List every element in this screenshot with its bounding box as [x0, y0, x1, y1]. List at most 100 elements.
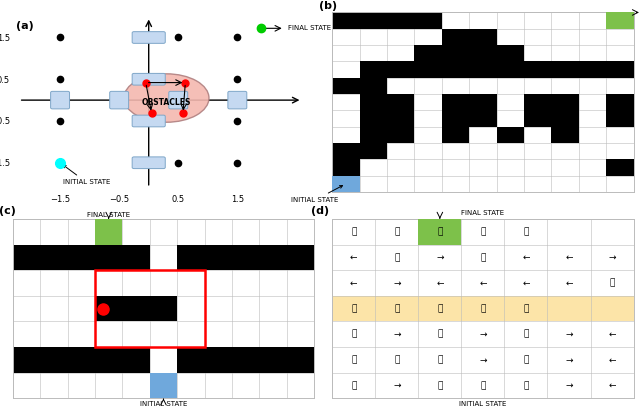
Bar	[232, 347, 259, 373]
Bar	[150, 296, 177, 322]
Text: 🚌: 🚌	[351, 330, 356, 339]
Text: 🚗: 🚗	[609, 278, 615, 288]
Text: 🚌: 🚌	[524, 355, 529, 364]
Bar	[387, 61, 415, 78]
Bar	[419, 219, 461, 244]
Bar	[552, 110, 579, 127]
Text: ←: ←	[350, 253, 358, 262]
Text: 🏠: 🏠	[524, 304, 529, 313]
Text: INITIAL STATE: INITIAL STATE	[63, 165, 111, 186]
Bar	[387, 110, 415, 127]
Bar	[68, 244, 95, 270]
Text: 🚌: 🚌	[524, 330, 529, 339]
Text: →: →	[565, 330, 573, 339]
Text: ←: ←	[522, 278, 530, 288]
Bar	[150, 373, 177, 398]
Bar	[360, 110, 387, 127]
Text: 🏠: 🏠	[480, 381, 486, 390]
Text: ←: ←	[565, 278, 573, 288]
Text: →: →	[565, 355, 573, 364]
Text: →: →	[393, 330, 401, 339]
Text: (c): (c)	[0, 206, 16, 216]
Text: ←: ←	[479, 278, 486, 288]
Bar	[259, 347, 287, 373]
Bar	[524, 110, 552, 127]
Bar	[360, 94, 387, 110]
FancyBboxPatch shape	[132, 73, 165, 85]
Bar	[387, 94, 415, 110]
Bar	[415, 12, 442, 29]
Text: 🏢: 🏢	[480, 304, 486, 313]
FancyBboxPatch shape	[228, 91, 247, 109]
Text: →: →	[609, 253, 616, 262]
Text: →: →	[479, 355, 486, 364]
Bar	[387, 12, 415, 29]
Bar	[332, 176, 360, 192]
Text: INITIAL STATE: INITIAL STATE	[460, 401, 507, 407]
Text: 🏠: 🏠	[480, 227, 486, 236]
Bar	[360, 61, 387, 78]
Bar	[95, 244, 122, 270]
Text: 🏘: 🏘	[394, 304, 399, 313]
Bar	[360, 78, 387, 94]
Bar	[95, 347, 122, 373]
Text: (b): (b)	[319, 1, 337, 11]
Bar	[332, 296, 634, 322]
Text: ←: ←	[565, 253, 573, 262]
Bar	[442, 110, 469, 127]
Bar	[232, 244, 259, 270]
Bar	[415, 61, 442, 78]
Bar	[95, 296, 122, 322]
Text: INITIAL STATE: INITIAL STATE	[140, 401, 187, 407]
Text: →: →	[393, 381, 401, 390]
Bar	[469, 45, 497, 61]
FancyBboxPatch shape	[169, 91, 188, 109]
Text: 🏢: 🏢	[437, 227, 442, 236]
Bar	[606, 110, 634, 127]
Bar	[40, 347, 68, 373]
Bar	[606, 61, 634, 78]
Text: 🚚: 🚚	[394, 253, 399, 262]
Text: →: →	[436, 253, 444, 262]
FancyBboxPatch shape	[132, 115, 165, 127]
Bar	[360, 12, 387, 29]
Bar	[332, 78, 360, 94]
Bar	[442, 45, 469, 61]
Text: FINAL STATE: FINAL STATE	[87, 212, 131, 217]
Text: 🏘: 🏘	[394, 227, 399, 236]
Bar	[442, 61, 469, 78]
Bar	[332, 12, 360, 29]
Text: 🚌: 🚌	[351, 381, 356, 390]
Text: 🚌: 🚌	[437, 381, 442, 390]
Bar	[579, 61, 606, 78]
Bar	[497, 127, 524, 143]
Text: 🚌: 🚌	[437, 355, 442, 364]
Text: 🚚: 🚚	[480, 253, 486, 262]
Bar	[122, 296, 150, 322]
Bar	[606, 12, 634, 29]
Bar	[469, 110, 497, 127]
Bar	[68, 347, 95, 373]
FancyBboxPatch shape	[109, 91, 129, 109]
Text: →: →	[479, 330, 486, 339]
Text: →: →	[565, 381, 573, 390]
Bar	[469, 94, 497, 110]
Bar	[469, 29, 497, 45]
Bar	[387, 127, 415, 143]
Bar	[13, 347, 40, 373]
FancyBboxPatch shape	[132, 32, 165, 43]
Bar	[606, 94, 634, 110]
Text: ←: ←	[609, 381, 616, 390]
Bar	[469, 61, 497, 78]
Bar	[497, 45, 524, 61]
Bar	[122, 347, 150, 373]
Bar	[259, 244, 287, 270]
Bar	[122, 244, 150, 270]
Text: ←: ←	[609, 330, 616, 339]
Bar	[177, 347, 205, 373]
Bar	[497, 61, 524, 78]
Bar	[360, 127, 387, 143]
Bar	[95, 270, 205, 347]
Bar	[524, 61, 552, 78]
Bar	[442, 29, 469, 45]
